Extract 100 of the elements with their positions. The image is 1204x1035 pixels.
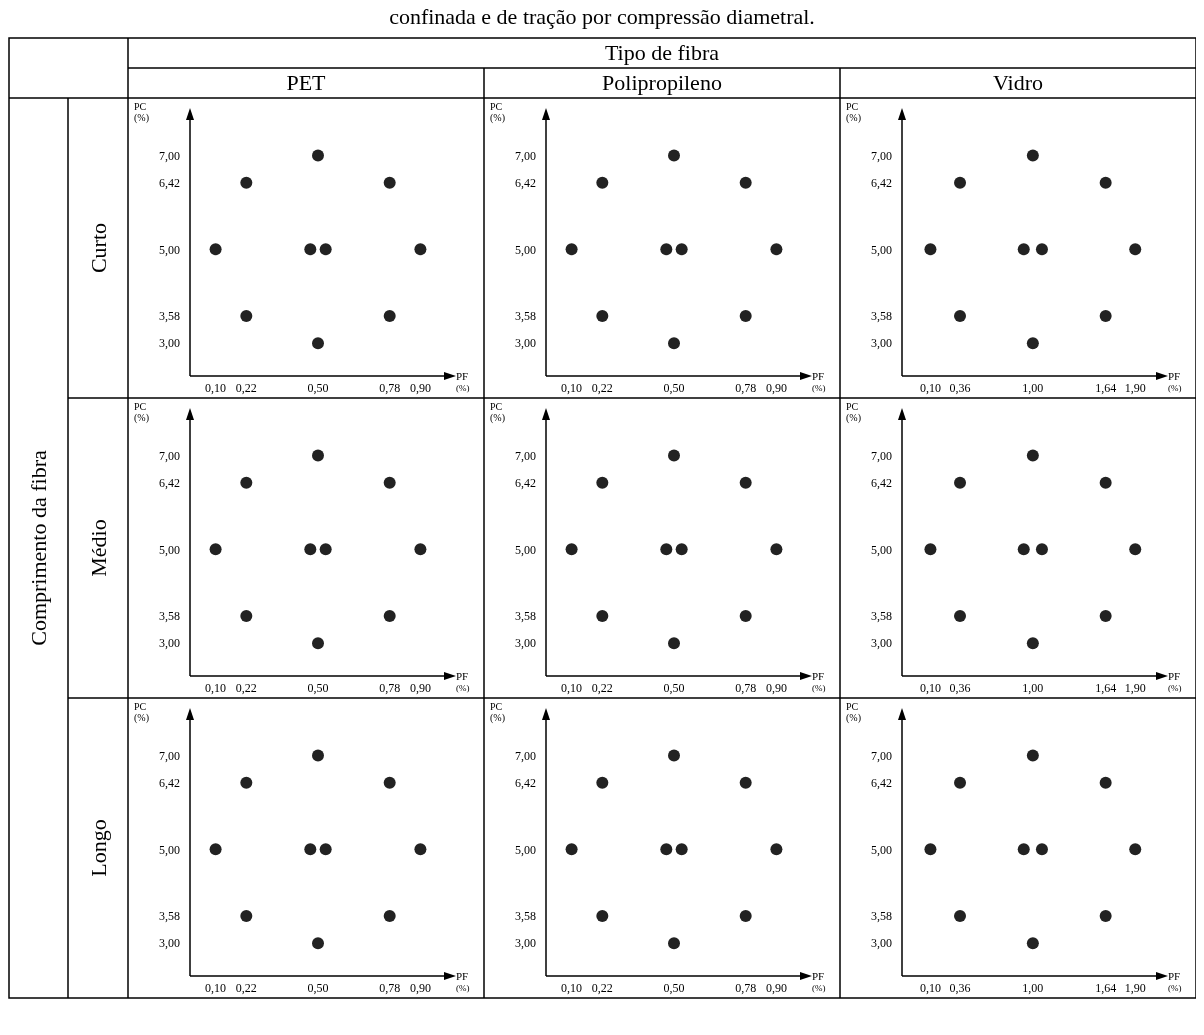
x-axis-title: PF (%) <box>812 670 826 693</box>
point <box>596 309 609 322</box>
y-axis-title: PC (%) <box>846 401 861 424</box>
point <box>668 637 680 650</box>
y-tick-label: 3,58 <box>515 309 536 324</box>
point <box>596 776 609 789</box>
point <box>1129 843 1142 856</box>
y-tick-label: 6,42 <box>515 175 536 190</box>
y-tick-label: 5,00 <box>871 842 892 857</box>
x-tick-label: 0,22 <box>591 381 613 395</box>
point <box>240 609 253 622</box>
point <box>739 309 752 322</box>
x-tick-label: 0,90 <box>765 981 787 995</box>
point <box>1099 176 1112 189</box>
point <box>312 337 324 350</box>
y-tick-label: 5,00 <box>159 542 180 557</box>
point <box>1035 843 1048 856</box>
point <box>668 749 680 762</box>
point <box>304 543 317 556</box>
y-tick-label: 7,00 <box>159 748 180 763</box>
point <box>304 843 317 856</box>
point <box>1099 909 1112 922</box>
point <box>1017 243 1030 256</box>
point <box>668 937 680 950</box>
x-tick-label: 1,00 <box>1022 981 1044 995</box>
point <box>383 609 396 622</box>
point <box>924 843 937 856</box>
y-tick-label: 5,00 <box>871 242 892 257</box>
text: Tipo de fibra <box>604 40 720 65</box>
x-tick-label: 0,10 <box>919 981 941 995</box>
y-tick-label: 6,42 <box>515 475 536 490</box>
x-tick-label: 0,50 <box>307 981 329 995</box>
y-tick-label: 3,00 <box>515 936 536 951</box>
x-axis-title: PF (%) <box>456 970 470 993</box>
chart-title: PET <box>286 70 327 95</box>
point <box>383 476 396 489</box>
y-tick-label: 6,42 <box>515 775 536 790</box>
x-tick-label: 0,90 <box>409 381 431 395</box>
x-tick-label: 0,78 <box>379 981 401 995</box>
point <box>240 776 253 789</box>
point <box>924 243 937 256</box>
point <box>383 776 396 789</box>
x-tick-label: 1,64 <box>1095 981 1117 995</box>
point <box>240 476 253 489</box>
y-tick-label: 7,00 <box>515 448 536 463</box>
x-tick-label: 1,00 <box>1022 681 1044 695</box>
x-tick-label: 0,10 <box>561 381 583 395</box>
point <box>209 543 222 556</box>
text: Comprimento da fibra <box>26 450 51 646</box>
y-tick-label: 3,58 <box>871 909 892 924</box>
x-tick-label: 0,50 <box>663 381 685 395</box>
x-axis-title: PF (%) <box>812 970 826 993</box>
y-tick-label: 3,00 <box>159 936 180 951</box>
y-tick-label: 6,42 <box>871 175 892 190</box>
point <box>739 476 752 489</box>
x-axis-title: PF (%) <box>456 370 470 393</box>
point <box>414 843 427 856</box>
y-tick-label: 3,00 <box>871 636 892 651</box>
x-tick-label: 0,50 <box>663 681 685 695</box>
y-axis-title: PC (%) <box>134 101 149 124</box>
point <box>240 309 253 322</box>
point <box>596 176 609 189</box>
x-axis-title: PF (%) <box>1168 970 1182 993</box>
x-tick-label: 0,22 <box>235 381 257 395</box>
point <box>312 749 324 762</box>
y-tick-label: 7,00 <box>159 148 180 163</box>
y-axis-title: PC (%) <box>134 401 149 424</box>
point <box>954 476 967 489</box>
x-tick-label: 0,10 <box>561 681 583 695</box>
point <box>1026 749 1039 762</box>
x-tick-label: 0,10 <box>205 981 227 995</box>
point <box>954 609 967 622</box>
point <box>770 843 783 856</box>
y-axis-title: PC (%) <box>846 101 861 124</box>
point <box>668 449 680 462</box>
y-tick-label: 3,00 <box>159 636 180 651</box>
point <box>240 909 253 922</box>
x-axis-title: PF (%) <box>812 370 826 393</box>
point <box>739 609 752 622</box>
x-tick-label: 0,90 <box>409 681 431 695</box>
point <box>924 543 937 556</box>
point <box>240 176 253 189</box>
point <box>383 309 396 322</box>
y-tick-label: 3,00 <box>871 936 892 951</box>
y-tick-label: 5,00 <box>159 242 180 257</box>
point <box>596 909 609 922</box>
y-tick-label: 7,00 <box>871 448 892 463</box>
y-tick-label: 5,00 <box>871 542 892 557</box>
y-tick-label: 5,00 <box>515 542 536 557</box>
y-tick-label: 6,42 <box>871 475 892 490</box>
y-tick-label: 3,58 <box>515 609 536 624</box>
x-tick-label: 0,10 <box>205 681 227 695</box>
point <box>1026 337 1039 350</box>
point <box>414 243 427 256</box>
point <box>675 843 688 856</box>
y-axis-title: PC (%) <box>846 701 861 724</box>
point <box>1035 243 1048 256</box>
y-tick-label: 3,58 <box>515 909 536 924</box>
point <box>675 543 688 556</box>
point <box>209 243 222 256</box>
